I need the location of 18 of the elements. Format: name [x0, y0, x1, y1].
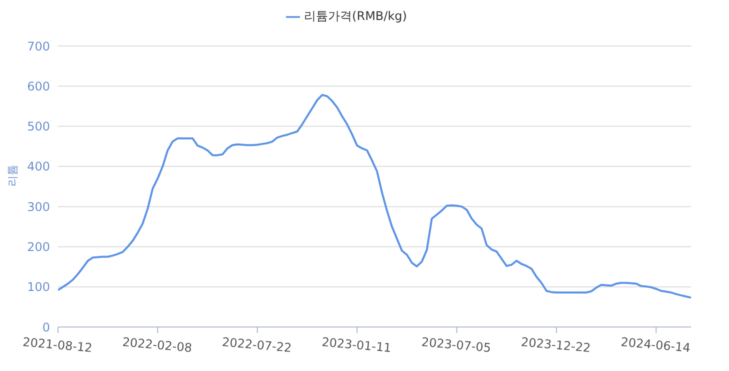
y-tick-label: 100: [27, 280, 50, 294]
y-tick-label: 200: [27, 240, 50, 254]
x-tick-label: 2022-07-22: [221, 334, 292, 355]
y-tick-label: 600: [27, 79, 50, 94]
y-tick-label: 0: [42, 320, 50, 334]
legend-label: 리튬가격(RMB/kg): [304, 9, 407, 23]
x-tick-label: 2021-08-12: [22, 334, 93, 355]
x-tick-label: 2022-02-08: [122, 334, 193, 355]
line-series: [58, 94, 691, 299]
x-tick-label: 2023-07-05: [420, 334, 492, 355]
x-tick-label: 2023-12-22: [520, 334, 592, 355]
x-tick-label: 2024-06-14: [620, 334, 691, 355]
y-axis-title: 리튬: [6, 164, 19, 186]
y-tick-label: 700: [27, 39, 50, 54]
y-tick-label: 300: [27, 200, 50, 214]
y-tick-label: 500: [27, 120, 50, 134]
y-tick-label: 400: [27, 160, 50, 174]
x-tick-label: 2023-01-11: [321, 334, 392, 355]
